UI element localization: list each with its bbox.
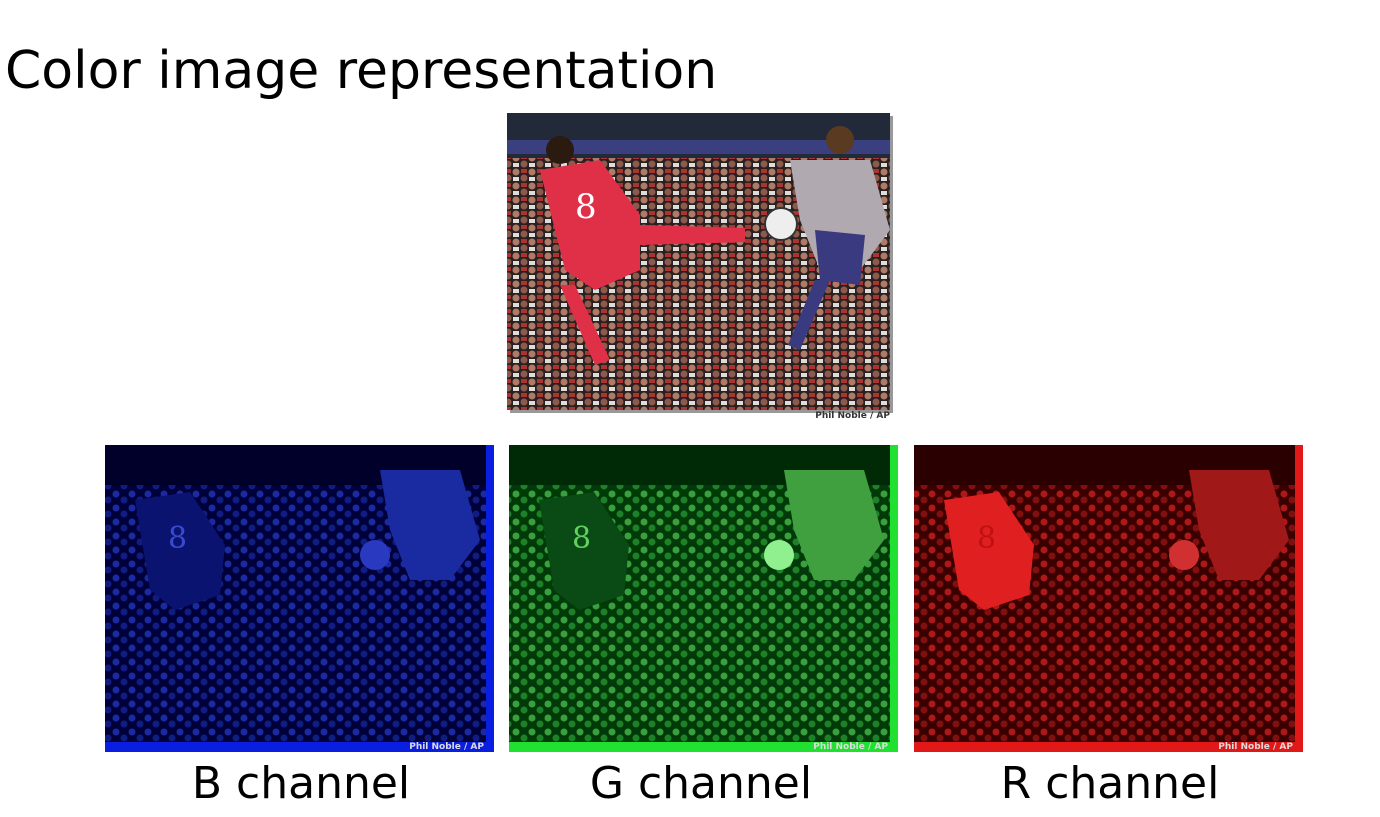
channel-credit: Phil Noble / AP: [1218, 742, 1293, 752]
main-photo: 8 Phil Noble / AP: [507, 113, 893, 421]
slide-title: Color image representation: [5, 41, 717, 101]
channel-caption: R channel: [1001, 758, 1220, 809]
channel-caption: B channel: [192, 758, 410, 809]
svg-text:8: 8: [572, 521, 591, 556]
svg-text:8: 8: [168, 521, 187, 556]
b-channel-image: 8 Phil Noble / AP: [105, 445, 494, 752]
svg-text:8: 8: [977, 521, 996, 556]
photo-credit: Phil Noble / AP: [815, 411, 890, 421]
channel-caption: G channel: [590, 758, 812, 809]
svg-text:8: 8: [575, 187, 597, 227]
red-player: 8: [540, 136, 745, 365]
g-channel-image: 8 Phil Noble / AP: [509, 445, 898, 752]
r-channel-image: 8 Phil Noble / AP: [914, 445, 1303, 752]
channel-credit: Phil Noble / AP: [409, 742, 484, 752]
channel-credit: Phil Noble / AP: [813, 742, 888, 752]
grey-player: [764, 126, 890, 350]
